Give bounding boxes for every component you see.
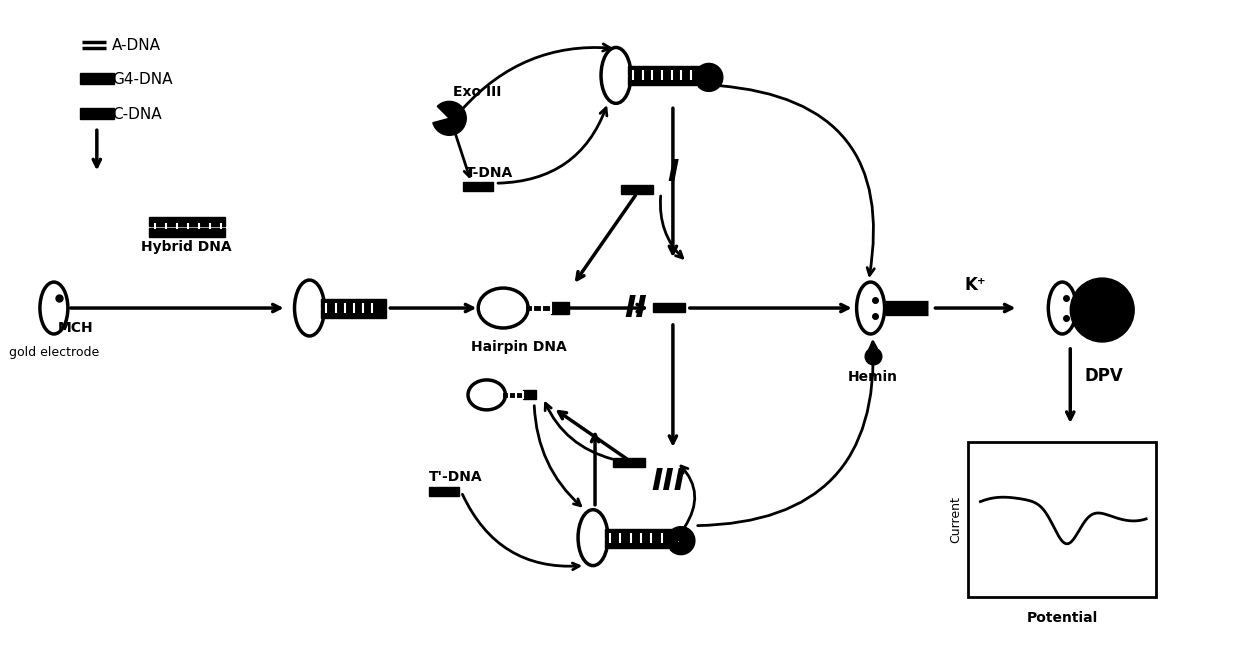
Wedge shape	[433, 102, 466, 135]
Text: G4-DNA: G4-DNA	[112, 72, 172, 87]
Bar	[627, 67, 706, 76]
Bar	[653, 303, 684, 312]
Bar	[621, 185, 653, 194]
Text: Hairpin DNA: Hairpin DNA	[471, 340, 567, 354]
Text: I: I	[667, 158, 678, 187]
Bar	[149, 228, 224, 237]
Ellipse shape	[601, 47, 631, 104]
Text: Exo III: Exo III	[454, 85, 502, 100]
Ellipse shape	[1048, 282, 1076, 334]
Bar	[613, 458, 645, 466]
Bar	[605, 529, 677, 538]
Wedge shape	[696, 63, 723, 91]
Text: III: III	[652, 467, 686, 496]
Text: A-DNA: A-DNA	[112, 38, 161, 53]
Text: Hybrid DNA: Hybrid DNA	[141, 240, 232, 254]
Bar	[79, 108, 114, 119]
Text: gold electrode: gold electrode	[9, 346, 99, 359]
Bar	[551, 302, 569, 314]
Bar	[605, 539, 677, 547]
Text: II: II	[625, 294, 647, 322]
Ellipse shape	[295, 280, 325, 336]
Text: K⁺: K⁺	[965, 276, 986, 294]
Wedge shape	[667, 527, 694, 554]
Ellipse shape	[857, 282, 884, 334]
Bar	[149, 217, 224, 226]
Text: MCH: MCH	[58, 321, 94, 335]
Text: Current: Current	[950, 496, 962, 543]
Bar	[429, 487, 459, 496]
Bar	[321, 299, 387, 308]
Circle shape	[1070, 278, 1135, 342]
Ellipse shape	[578, 510, 608, 565]
Bar	[79, 73, 114, 84]
Bar	[968, 442, 1156, 597]
Bar	[464, 182, 494, 192]
Ellipse shape	[40, 282, 68, 334]
Text: T-DNA: T-DNA	[466, 166, 513, 181]
Text: Potential: Potential	[1027, 611, 1097, 624]
Bar	[627, 76, 706, 85]
Text: DPV: DPV	[1084, 367, 1123, 385]
Text: C-DNA: C-DNA	[112, 107, 161, 122]
Bar	[321, 309, 387, 318]
Text: T'-DNA: T'-DNA	[429, 470, 482, 484]
Text: Hemin: Hemin	[848, 370, 898, 384]
Bar	[522, 390, 536, 399]
